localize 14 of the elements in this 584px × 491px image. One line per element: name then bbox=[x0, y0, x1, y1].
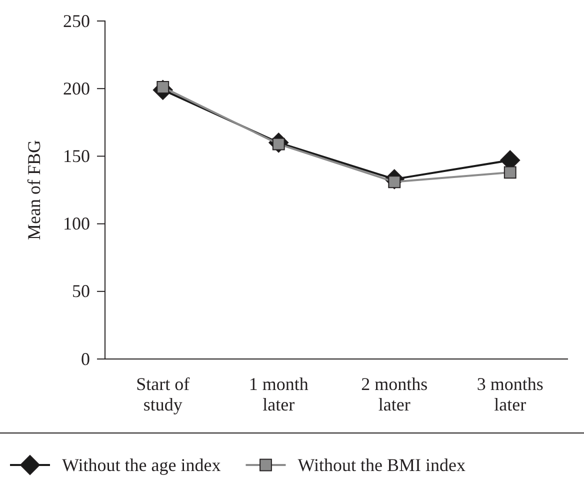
x-tick-label: Start of study bbox=[136, 374, 190, 415]
y-tick-label: 250 bbox=[63, 10, 90, 31]
y-axis-title: Mean of FBG bbox=[24, 140, 44, 240]
legend-label: Without the BMI index bbox=[298, 455, 466, 475]
point bbox=[504, 166, 516, 179]
y-tick-label: 150 bbox=[63, 146, 90, 166]
x-tick-label: 2 months later bbox=[361, 374, 428, 415]
y-tick-label: 0 bbox=[81, 348, 90, 369]
y-tick-label: 200 bbox=[63, 78, 90, 98]
y-tick-label: 100 bbox=[63, 214, 90, 234]
x-tick-label: 3 months later bbox=[476, 374, 544, 415]
legend-label: Without the age index bbox=[62, 455, 221, 475]
y-tick-label: 50 bbox=[72, 281, 90, 302]
x-tick-label: 1 month later bbox=[248, 374, 308, 415]
